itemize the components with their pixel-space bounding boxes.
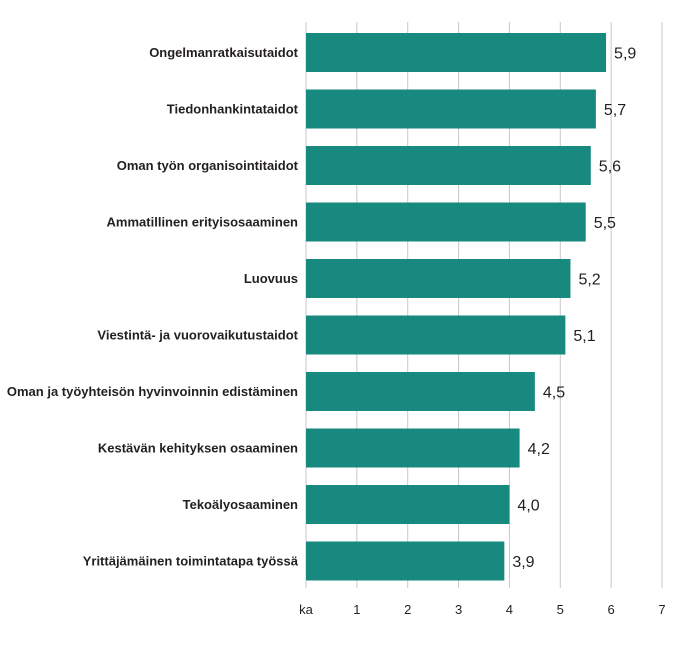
value-label-2: 5,7 — [604, 102, 626, 119]
x-tick-label-7: 7 — [658, 602, 665, 617]
bars — [306, 33, 607, 581]
x-tick-label-0: ka — [299, 602, 314, 617]
bar-5 — [306, 259, 571, 298]
category-label-4: Ammatillinen erityisosaaminen — [107, 215, 299, 230]
value-label-4: 5,5 — [594, 215, 616, 232]
bar-9 — [306, 485, 510, 524]
category-label-1: Ongelmanratkaisutaidot — [149, 45, 298, 60]
bar-6 — [306, 315, 566, 355]
x-tick-label-1: 1 — [353, 602, 360, 617]
bar-3 — [306, 146, 591, 185]
category-label-9: Tekoälyosaaminen — [183, 497, 298, 512]
x-tick-label-6: 6 — [608, 602, 615, 617]
value-label-6: 5,1 — [573, 328, 595, 345]
x-tick-label-4: 4 — [506, 602, 513, 617]
category-labels: Ongelmanratkaisutaidot Tiedonhankintataid… — [7, 45, 299, 569]
category-label-5: Luovuus — [244, 271, 298, 286]
category-label-7: Oman ja työyhteisön hyvinvoinnin edistäm… — [7, 384, 298, 399]
x-tick-label-3: 3 — [455, 602, 462, 617]
category-label-8: Kestävän kehityksen osaaminen — [98, 441, 298, 456]
x-tick-label-5: 5 — [557, 602, 564, 617]
value-label-8: 4,2 — [528, 441, 550, 458]
value-label-3: 5,6 — [599, 159, 621, 176]
bar-7 — [306, 372, 535, 411]
category-label-2: Tiedonhankintataidot — [167, 102, 299, 117]
bar-1 — [306, 33, 607, 72]
value-label-7: 4,5 — [543, 385, 565, 402]
bar-8 — [306, 428, 520, 468]
value-labels: 5,9 5,7 5,6 5,5 5,2 5,1 4,5 4,2 4,0 3,9 — [512, 46, 636, 572]
bar-4 — [306, 202, 586, 242]
category-label-3: Oman työn organisointitaidot — [117, 158, 299, 173]
bar-10 — [306, 541, 505, 581]
category-label-10: Yrittäjämäinen toimintatapa työssä — [83, 554, 299, 569]
value-label-1: 5,9 — [614, 46, 636, 63]
value-label-5: 5,2 — [578, 272, 600, 289]
category-label-6: Viestintä- ja vuorovaikutustaidot — [97, 328, 298, 343]
x-axis-ticks: ka 1 2 3 4 5 6 7 — [299, 602, 665, 617]
value-label-10: 3,9 — [512, 554, 534, 571]
value-label-9: 4,0 — [517, 498, 539, 515]
x-tick-label-2: 2 — [404, 602, 411, 617]
bar-2 — [306, 89, 596, 129]
